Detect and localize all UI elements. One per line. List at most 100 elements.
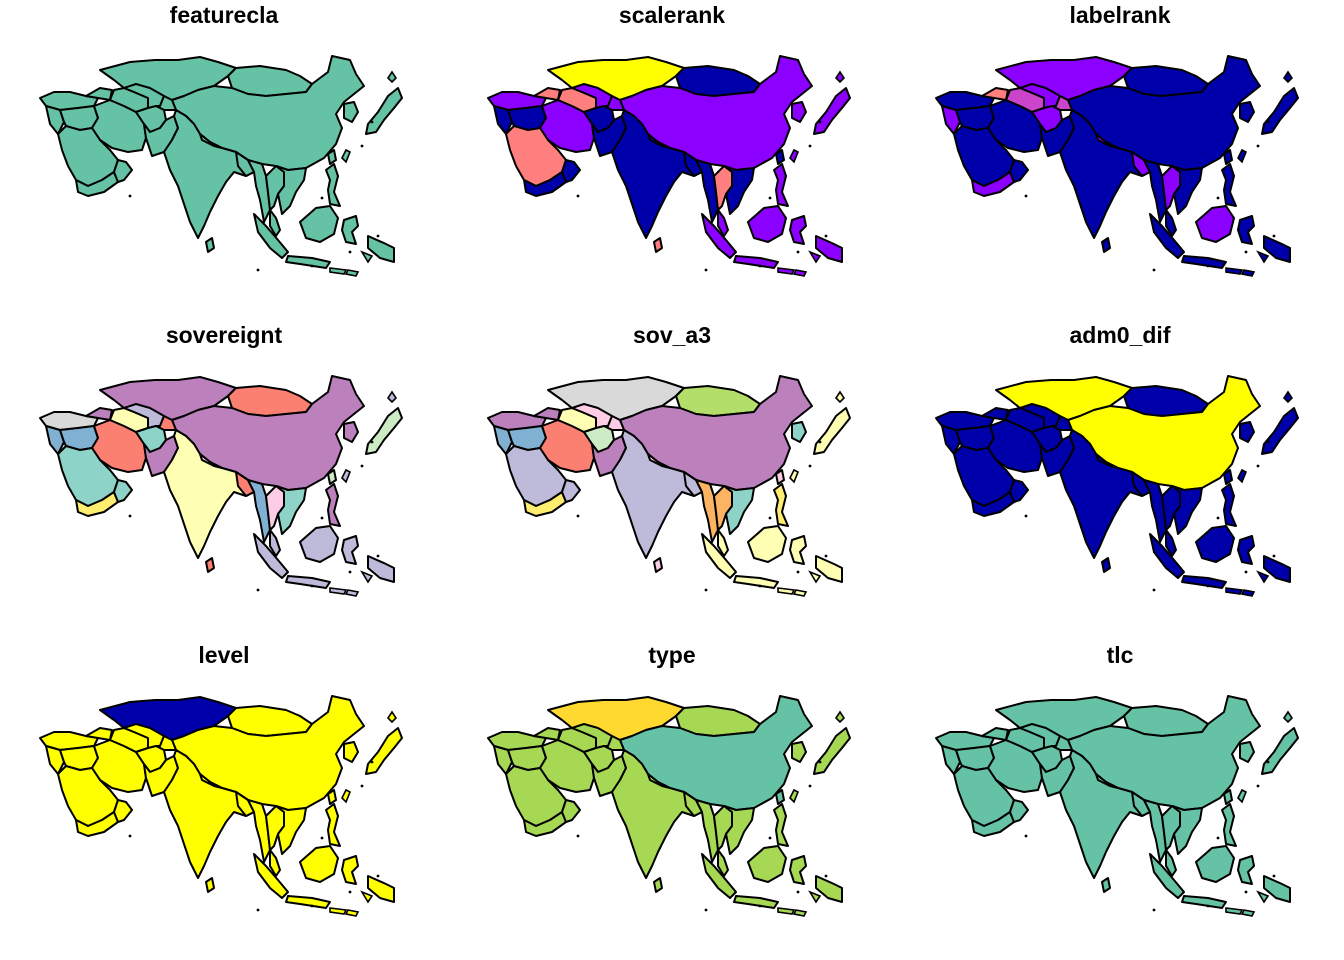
region-malaya [269,529,281,557]
region-malaya [1165,209,1177,237]
region-indochina [1171,485,1203,535]
small-island-dot [1244,250,1248,254]
island-outline [386,70,398,84]
region-philippines [1221,163,1237,207]
small-island-dot [310,904,314,908]
panel-title: tlc [1106,642,1134,668]
island-outline [808,250,822,264]
region-malaya [717,529,729,557]
region-japan [365,727,403,775]
region-newguinea [367,555,395,583]
small-island-dot [320,516,324,520]
small-island-dot [808,464,812,468]
region-korea [791,741,807,763]
asia-map [935,55,1299,277]
region-srilanka [205,557,215,573]
small-island-dot [824,554,828,558]
region-korea [1239,421,1255,443]
region-levant [45,105,65,135]
region-levant [941,745,961,775]
island-outline [1256,890,1270,904]
region-korea [791,101,807,123]
small-island-dot [796,570,800,574]
small-island-dot [1216,836,1220,840]
region-nepal [647,133,671,149]
region-java [733,255,779,269]
map-panel-scalerank: scalerank [448,0,896,320]
region-bangladesh [1131,791,1151,817]
island-outline [386,710,398,724]
small-island-dot [1256,144,1260,148]
island-outline [1225,267,1244,275]
small-island-dot [1206,904,1210,908]
region-nepal [199,773,223,789]
small-island-dot [1152,908,1156,912]
asia-map [487,695,851,917]
region-nepal [647,773,671,789]
region-newguinea [815,875,843,903]
region-taiwan [1223,149,1233,165]
region-indochina [723,165,755,215]
region-myanmar [247,479,271,543]
region-sulawesi [341,855,359,885]
island-outline [1237,468,1248,484]
region-taiwan [775,149,785,165]
small-island-dot [1206,264,1210,268]
region-srilanka [1101,237,1111,253]
region-sulawesi [1237,855,1255,885]
region-borneo [1195,205,1235,243]
region-malaya [269,209,281,237]
asia-map [39,375,403,597]
region-philippines [1221,803,1237,847]
region-levant [493,745,513,775]
small-island-dot [348,570,352,574]
island-outline [1240,909,1256,917]
region-philippines [773,163,789,207]
region-japan [365,87,403,135]
region-nepal [199,453,223,469]
region-nepal [647,453,671,469]
small-island-dot [370,120,374,124]
small-island-dot [1272,554,1276,558]
region-myanmar [1143,799,1167,863]
region-indochina [275,485,307,535]
region-borneo [299,205,339,243]
small-island-dot [1256,464,1260,468]
island-outline [789,148,800,164]
small-island-dot [320,836,324,840]
island-outline [344,909,360,917]
island-outline [329,907,348,915]
region-japan [1261,87,1299,135]
region-indochina [275,165,307,215]
asia-map [39,55,403,277]
island-outline [789,788,800,804]
region-oman [1009,799,1029,823]
island-outline [1256,250,1270,264]
island-outline [344,589,360,597]
island-outline [1282,710,1294,724]
region-oman [1009,159,1029,183]
region-korea [343,741,359,763]
island-outline [808,890,822,904]
island-outline [789,468,800,484]
small-island-dot [376,234,380,238]
region-bangladesh [235,471,255,497]
region-srilanka [653,557,663,573]
small-island-dot [348,250,352,254]
small-island-dot [1272,874,1276,878]
region-bangladesh [235,791,255,817]
island-outline [360,890,374,904]
region-java [1181,255,1227,269]
island-outline [329,587,348,595]
region-bangladesh [1131,471,1151,497]
region-philippines [325,163,341,207]
region-java [285,255,331,269]
region-sulawesi [341,535,359,565]
island-outline [386,390,398,404]
small-island-dot [768,516,772,520]
region-srilanka [205,877,215,893]
small-island-dot [808,784,812,788]
region-borneo [1195,845,1235,883]
island-outline [1225,587,1244,595]
region-taiwan [1223,469,1233,485]
